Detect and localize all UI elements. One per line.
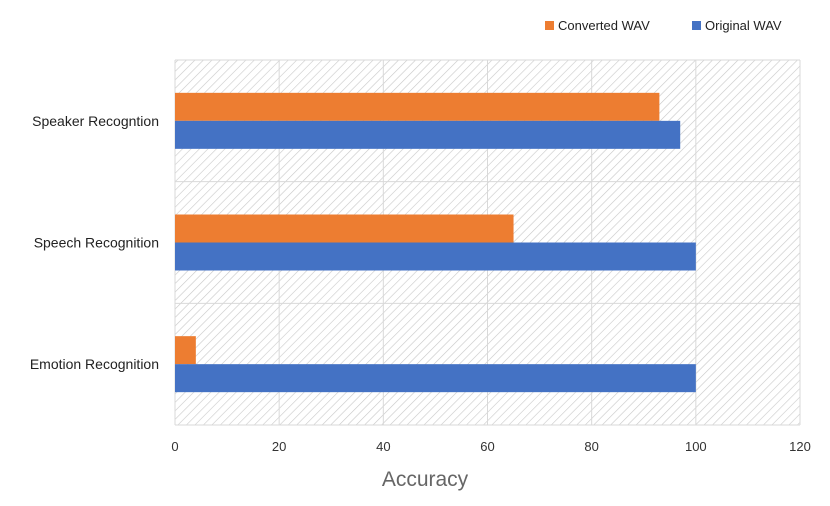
- bar-converted-wav-2: [175, 214, 514, 243]
- legend-swatch: [545, 21, 554, 30]
- x-tick-label: 80: [584, 439, 598, 454]
- x-tick-label: 0: [171, 439, 178, 454]
- category-label: Speech Recognition: [34, 235, 159, 251]
- legend: Converted WAV Original WAV: [545, 18, 782, 33]
- x-tick-label: 40: [376, 439, 390, 454]
- legend-swatch: [692, 21, 701, 30]
- category-label: Speaker Recogntion: [32, 113, 159, 129]
- bar-original-wav-3: [175, 364, 696, 393]
- legend-label: Original WAV: [705, 18, 782, 33]
- x-axis-title: Accuracy: [382, 468, 469, 491]
- legend-label: Converted WAV: [558, 18, 650, 33]
- x-tick-label: 100: [685, 439, 707, 454]
- bar-original-wav-2: [175, 242, 696, 271]
- bars: [175, 92, 696, 393]
- bar-converted-wav-3: [175, 336, 196, 365]
- x-tick-label: 20: [272, 439, 286, 454]
- bar-converted-wav-1: [175, 92, 660, 121]
- x-tick-label: 60: [480, 439, 494, 454]
- x-tick-labels: 0 20 40 60 80 100 120: [171, 439, 810, 454]
- x-tick-label: 120: [789, 439, 811, 454]
- bar-original-wav-1: [175, 120, 681, 149]
- category-label: Emotion Recognition: [30, 356, 159, 372]
- category-labels: Speaker Recogntion Speech Recognition Emot…: [30, 113, 159, 372]
